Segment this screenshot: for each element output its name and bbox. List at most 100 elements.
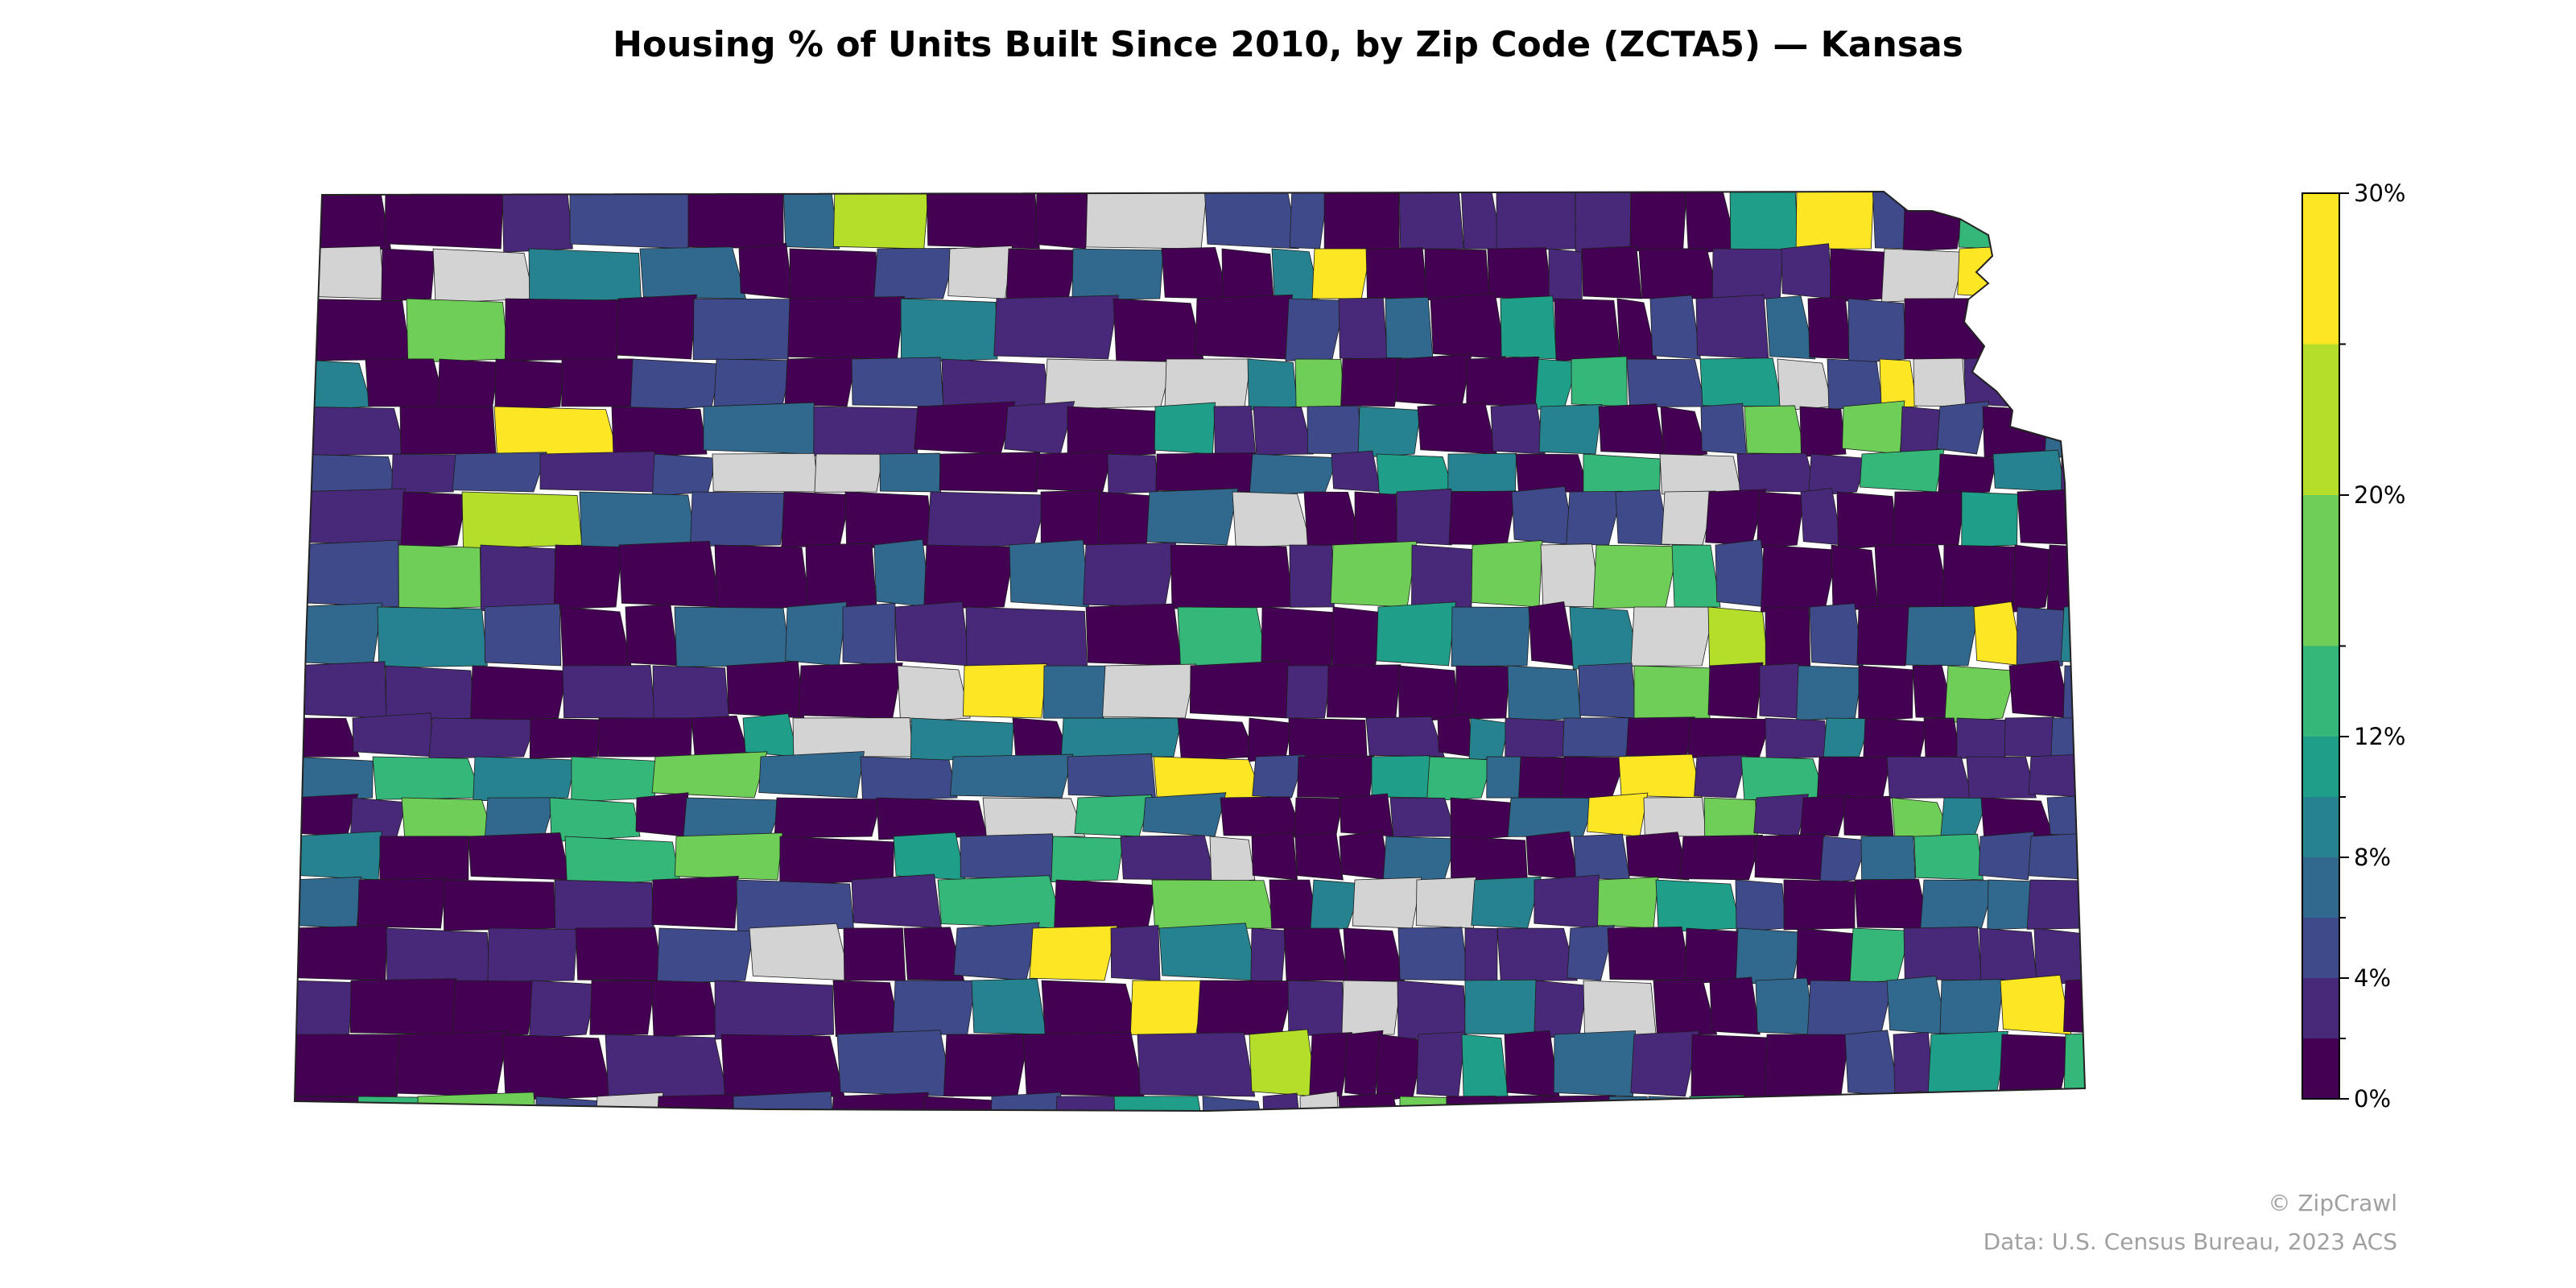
colorbar-bin-9 — [2302, 193, 2339, 345]
zip-region — [1146, 488, 1239, 546]
colorbar-bin-8 — [2302, 344, 2339, 495]
zip-region — [1795, 192, 1875, 250]
zip-region — [1137, 1032, 1256, 1097]
zip-region — [1856, 605, 1913, 667]
zip-region — [656, 927, 754, 985]
zip-region — [553, 544, 623, 609]
zip-region — [2012, 544, 2054, 613]
zip-region — [535, 1096, 598, 1111]
zip-region — [1061, 717, 1183, 758]
zip-region — [1286, 665, 1332, 719]
zip-region — [1451, 606, 1531, 667]
zip-region — [1341, 980, 1402, 1036]
zip-region — [830, 1092, 929, 1111]
zip-region — [1252, 754, 1307, 799]
zip-region — [1398, 192, 1464, 250]
zip-region — [428, 717, 539, 759]
zip-region — [1608, 1096, 1651, 1111]
zip-region — [1397, 980, 1468, 1041]
zip-region — [1653, 979, 1718, 1035]
zip-region — [1615, 489, 1670, 546]
zip-region — [651, 875, 739, 929]
zip-region — [611, 406, 708, 457]
zip-region — [1709, 976, 1761, 1035]
zip-region — [758, 751, 865, 799]
colorbar-bin-5 — [2302, 737, 2339, 797]
zip-region — [484, 603, 562, 667]
zip-region — [391, 453, 459, 493]
zip-region — [814, 453, 884, 493]
state-outline — [293, 190, 2087, 1113]
zip-region — [1253, 406, 1314, 456]
zip-region — [1800, 795, 1850, 837]
zip-region — [2033, 927, 2085, 987]
zip-region — [1645, 1096, 1697, 1111]
zip-region — [1446, 1096, 1496, 1111]
zip-region — [1944, 665, 2017, 724]
zip-region — [1365, 716, 1445, 758]
zip-region — [1209, 836, 1256, 884]
zip-region — [1202, 1096, 1269, 1111]
zip-region — [675, 832, 783, 881]
zip-region — [733, 1091, 836, 1111]
zip-region — [774, 797, 882, 839]
zip-region — [784, 356, 857, 407]
map-title: Housing % of Units Built Since 2010, by … — [613, 24, 1963, 65]
colorbar-bin-3 — [2302, 857, 2339, 918]
zip-region — [379, 836, 469, 881]
zip-region — [473, 756, 576, 802]
zip-region — [926, 192, 1040, 250]
data-source-credit: Data: U.S. Census Bureau, 2023 ACS — [1983, 1228, 2397, 1255]
zip-region — [923, 544, 1016, 609]
zip-region — [1707, 662, 1764, 719]
zip-region — [1938, 453, 1998, 497]
zip-region — [1630, 606, 1715, 667]
zip-region — [1679, 835, 1764, 881]
zip-region — [357, 877, 447, 929]
zip-region — [400, 491, 468, 548]
zip-region — [1799, 406, 1847, 457]
zip-region — [1671, 544, 1721, 608]
zip-region — [1548, 248, 1583, 303]
zip-region — [377, 606, 488, 668]
zip-region — [1879, 358, 1918, 409]
zip-region — [860, 756, 958, 802]
colorbar-tick-label: 12% — [2354, 723, 2405, 750]
colorbar-bin-4 — [2302, 797, 2339, 857]
zip-region — [1340, 357, 1403, 407]
zip-region — [1195, 294, 1293, 360]
zip-region — [1396, 488, 1452, 546]
zip-region — [1765, 606, 1811, 667]
zip-region — [502, 192, 573, 253]
zip-region — [1808, 453, 1868, 497]
colorbar-bin-0 — [2302, 1038, 2339, 1099]
zip-region — [993, 295, 1119, 360]
zip-region — [1660, 406, 1708, 460]
zip-region — [295, 1034, 402, 1097]
zip-region — [1625, 832, 1690, 881]
zip-region — [1142, 792, 1227, 837]
zip-region — [1796, 665, 1864, 721]
zip-region — [897, 665, 971, 723]
colorbar-bin-6 — [2302, 646, 2339, 737]
colorbar-tick-label: 30% — [2354, 180, 2405, 207]
zip-region — [295, 756, 374, 803]
zip-region — [1630, 1030, 1700, 1097]
zip-region — [1113, 1096, 1208, 1111]
zip-region — [1978, 831, 2035, 881]
zip-region — [295, 1096, 365, 1111]
colorbar-tick-label: 0% — [2354, 1085, 2391, 1113]
zip-region — [1913, 833, 1984, 881]
zip-region — [1538, 404, 1603, 455]
zip-region — [1966, 756, 2037, 799]
zip-region — [616, 294, 697, 360]
zip-region — [1858, 665, 1913, 723]
colorbar-ticks: 0% 4% 8% 12% 20% 30% — [2339, 180, 2405, 1113]
zip-region — [549, 797, 641, 843]
zip-region — [2050, 717, 2085, 758]
colorbar-tick-label: 8% — [2354, 844, 2391, 871]
zip-region — [1250, 927, 1286, 984]
zip-region — [295, 717, 360, 758]
